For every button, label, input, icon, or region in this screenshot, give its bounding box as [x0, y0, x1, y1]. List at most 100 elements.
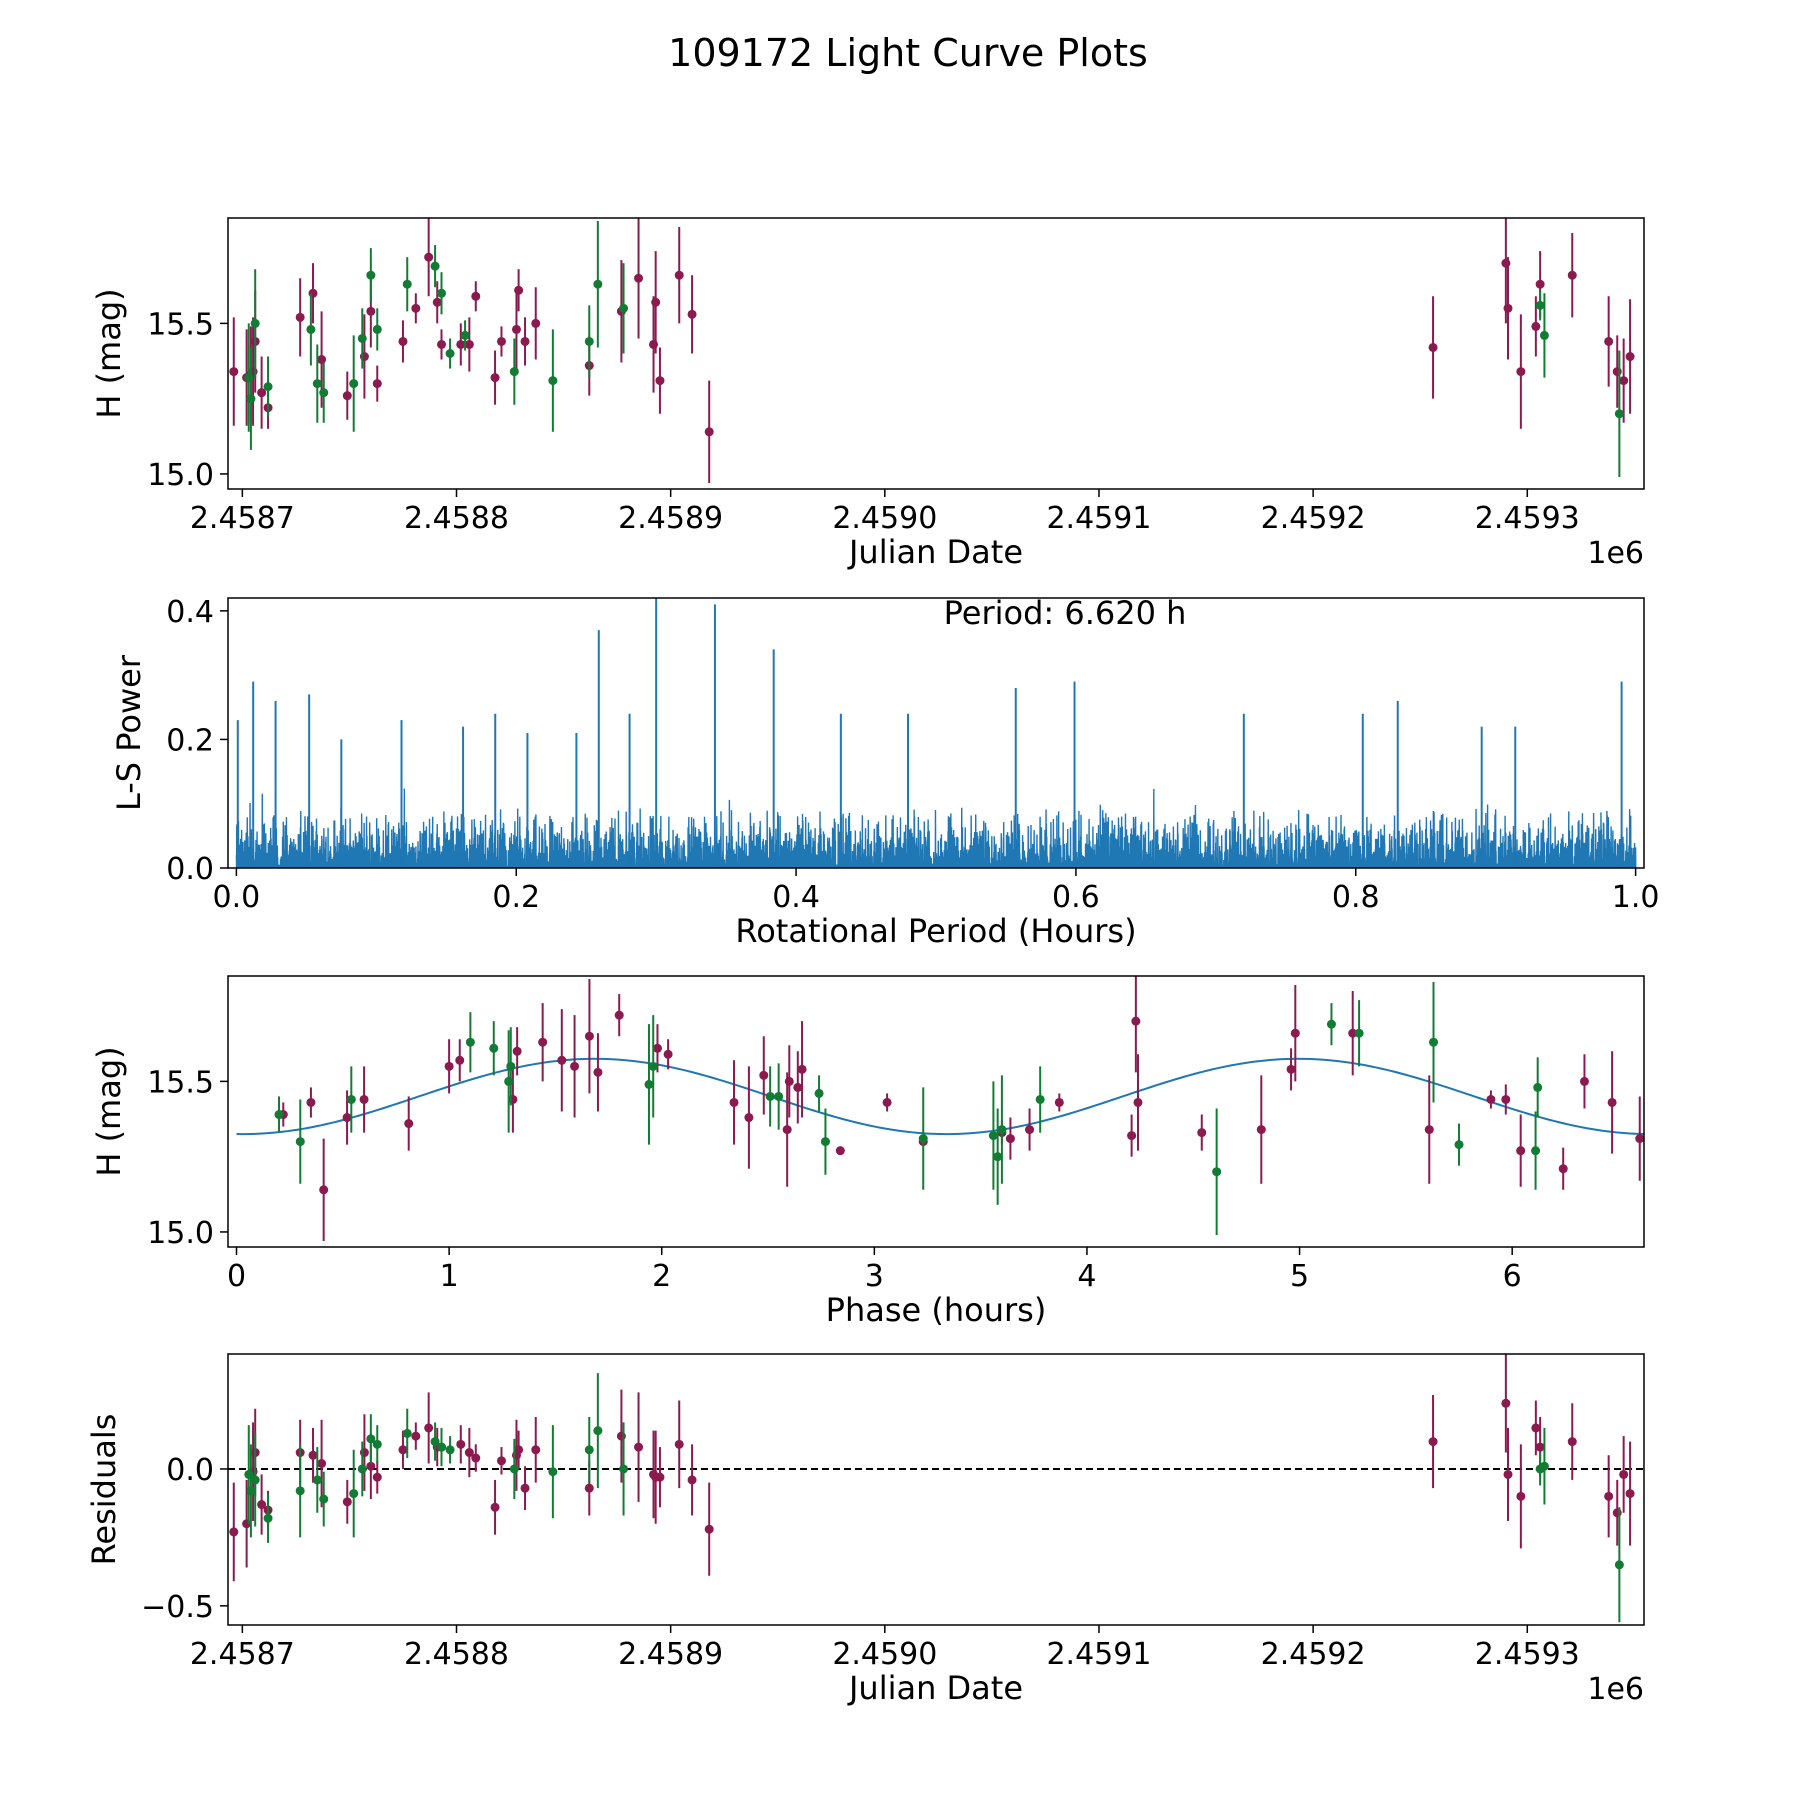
period-annotation: Period: 6.620 h — [944, 594, 1187, 632]
data-point — [616, 1431, 626, 1441]
data-point — [593, 279, 603, 289]
x-tick-label: 0.6 — [1052, 880, 1100, 915]
data-point — [319, 388, 329, 398]
data-point — [349, 1489, 359, 1499]
series-purple — [229, 1354, 1635, 1582]
data-point — [538, 1037, 548, 1047]
data-point — [1625, 352, 1635, 362]
data-point — [548, 376, 558, 386]
data-point — [1424, 1125, 1434, 1135]
data-point — [648, 1061, 658, 1071]
data-point — [674, 1439, 684, 1449]
data-point — [644, 1079, 654, 1089]
phase-folded-panel: 0 1 2 3 4 5 6 15.0 15.5 Phase (hours) H (mag) — [90, 975, 1645, 1329]
data-point — [512, 1046, 522, 1056]
data-point — [312, 379, 322, 389]
data-point — [820, 1137, 830, 1147]
y-tick-label: 15.5 — [147, 1065, 214, 1100]
data-point — [1428, 1437, 1438, 1447]
x-tick-label: 6 — [1503, 1259, 1522, 1294]
data-point — [687, 309, 697, 319]
data-point — [1348, 1028, 1358, 1038]
data-point — [765, 1091, 775, 1101]
data-point — [359, 1448, 369, 1458]
x-axis-label: Julian Date — [847, 1669, 1023, 1707]
x-tick-label: 0.4 — [772, 880, 820, 915]
data-point — [504, 1076, 514, 1086]
y-tick-label: 0.0 — [166, 1453, 214, 1488]
data-point — [1567, 270, 1577, 280]
data-point — [1354, 1028, 1364, 1038]
data-point — [619, 303, 629, 313]
data-point — [402, 279, 412, 289]
x-tick-label: 2.4587 — [190, 501, 295, 536]
data-point — [372, 379, 382, 389]
data-point — [1531, 321, 1541, 331]
x-tick-label: 0 — [227, 1259, 246, 1294]
data-point — [759, 1070, 769, 1080]
data-point — [1619, 1469, 1629, 1479]
series-green — [244, 221, 1624, 477]
data-point — [366, 1434, 376, 1444]
data-point — [614, 1010, 624, 1020]
data-point — [437, 1442, 447, 1452]
data-point — [1286, 1064, 1296, 1074]
data-point — [508, 1094, 518, 1104]
data-point — [570, 1061, 580, 1071]
data-point — [346, 1094, 356, 1104]
data-point — [1516, 367, 1526, 377]
y-tick-label: 15.5 — [147, 307, 214, 342]
data-point — [729, 1097, 739, 1107]
data-point — [584, 1031, 594, 1041]
data-point — [744, 1113, 754, 1123]
data-point — [704, 1524, 714, 1534]
data-point — [882, 1097, 892, 1107]
data-point — [1131, 1016, 1141, 1026]
data-point — [437, 339, 447, 349]
data-point — [398, 336, 408, 346]
x-tick-label: 1.0 — [1612, 880, 1660, 915]
data-point — [306, 324, 316, 334]
data-point — [1604, 1491, 1614, 1501]
data-point — [274, 1110, 284, 1120]
data-point — [372, 1439, 382, 1449]
series-purple — [278, 976, 1644, 1241]
y-axis-label: Residuals — [85, 1414, 123, 1566]
data-point — [1256, 1125, 1266, 1135]
data-point — [506, 1061, 516, 1071]
x-tick-label: 2.4592 — [1261, 1637, 1366, 1672]
data-point — [655, 1472, 665, 1482]
x-tick-label: 2.4591 — [1046, 1637, 1151, 1672]
data-point — [359, 1094, 369, 1104]
data-point — [1503, 303, 1513, 313]
data-point — [242, 1519, 252, 1529]
figure-title: 109172 Light Curve Plots — [668, 31, 1148, 75]
data-point — [1501, 1398, 1511, 1408]
series-green — [244, 1373, 1624, 1623]
x-tick-label: 5 — [1290, 1259, 1309, 1294]
data-point — [471, 291, 481, 301]
data-point — [993, 1152, 1003, 1162]
data-point — [263, 382, 273, 392]
series-green — [274, 982, 1543, 1235]
data-point — [655, 376, 665, 386]
data-point — [520, 1483, 530, 1493]
data-point — [593, 1426, 603, 1436]
data-point — [295, 1486, 305, 1496]
data-point — [456, 1439, 466, 1449]
data-point — [489, 1043, 499, 1053]
axes-frame — [227, 975, 1645, 1248]
data-point — [455, 1055, 465, 1065]
data-point — [514, 285, 524, 295]
data-point — [797, 1064, 807, 1074]
data-point — [634, 273, 644, 283]
data-point — [308, 288, 318, 298]
data-point — [411, 303, 421, 313]
data-point — [404, 1119, 414, 1129]
data-point — [464, 1448, 474, 1458]
data-point — [1607, 1097, 1617, 1107]
data-point — [1501, 1094, 1511, 1104]
data-point — [1501, 258, 1511, 268]
data-point — [557, 1055, 567, 1065]
data-point — [1531, 1146, 1541, 1156]
